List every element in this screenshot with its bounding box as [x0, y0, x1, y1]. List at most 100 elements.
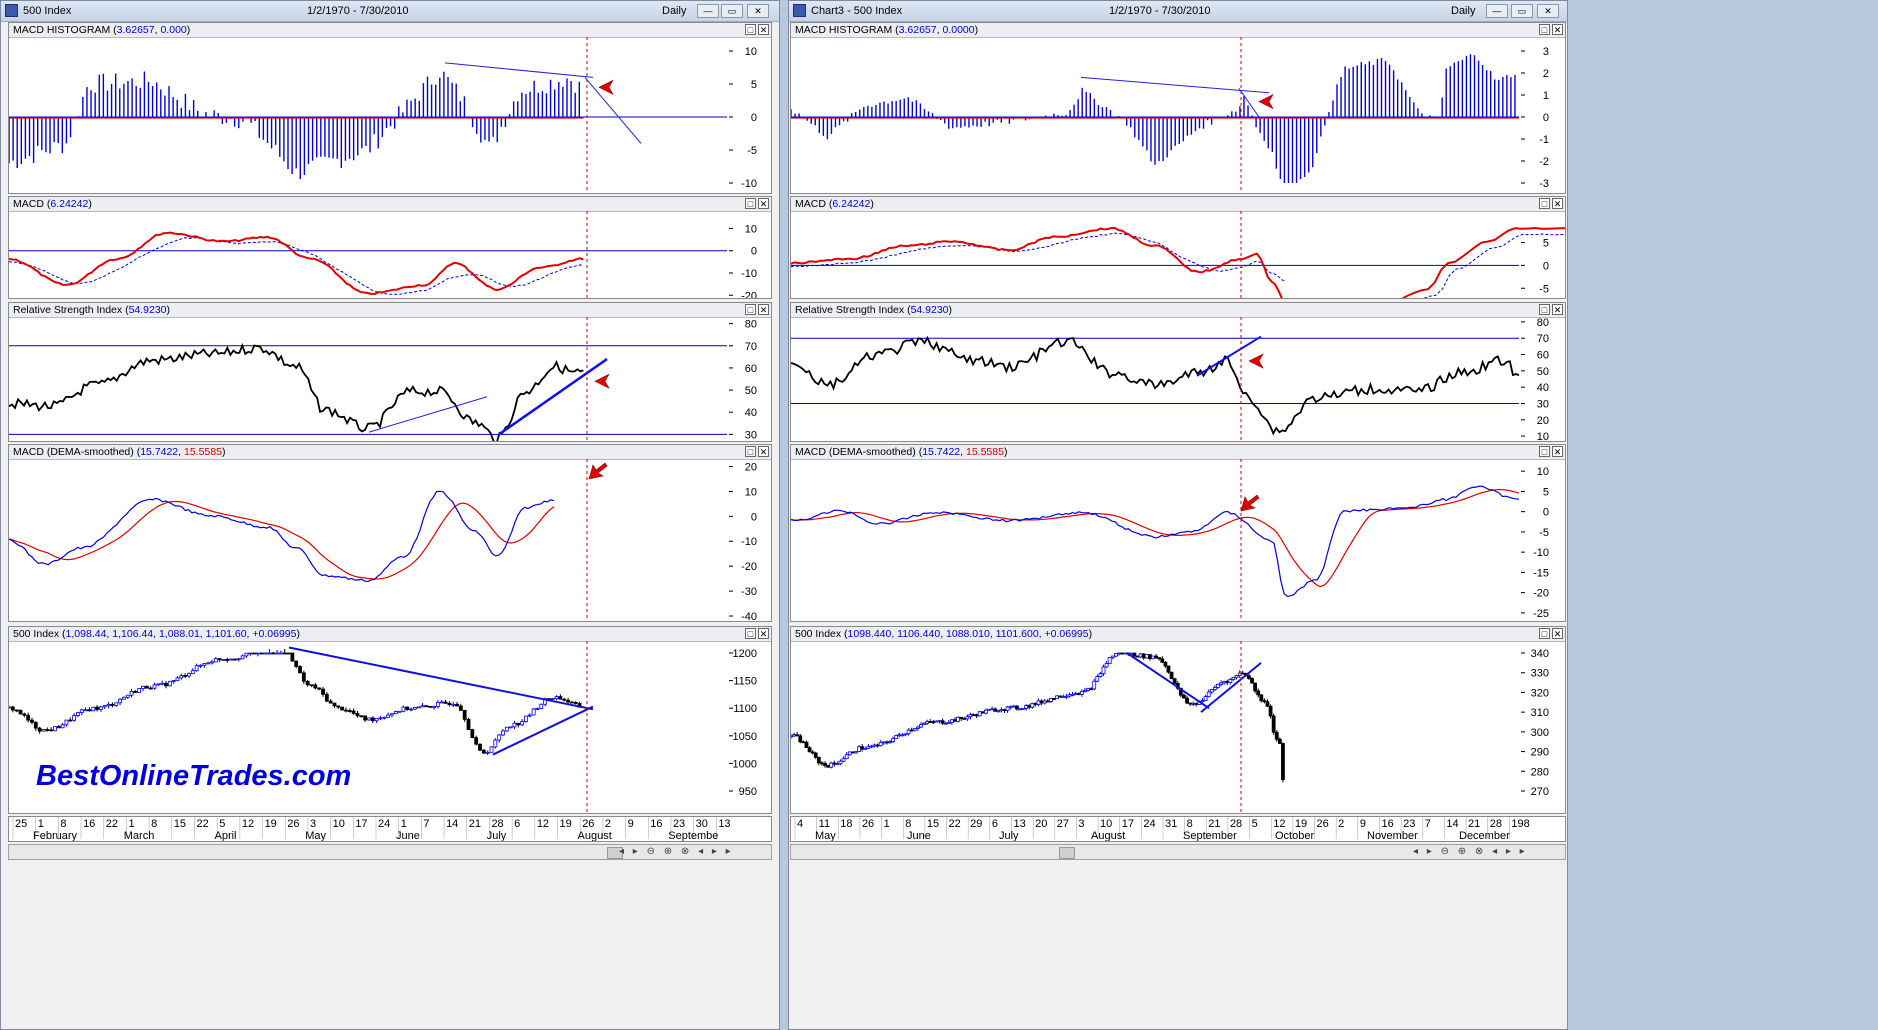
left-titlebar[interactable]: 500 Index 1/2/1970 - 7/30/2010 Daily — ▭… [1, 1, 779, 22]
candle [919, 724, 923, 728]
pane-close-button[interactable]: ✕ [758, 304, 769, 315]
pane-maximize-button[interactable]: □ [1539, 198, 1550, 209]
x-day-label: 12 [537, 818, 549, 830]
minimize-button[interactable]: — [697, 4, 719, 18]
y-tick-label: -5 [747, 145, 757, 157]
y-tick-label: 5 [1543, 486, 1549, 498]
candle [160, 682, 165, 685]
pane-header: 500 Index (1,098.44, 1,106.44, 1,088.01,… [9, 627, 771, 642]
candle [1061, 696, 1066, 698]
candle [413, 707, 417, 710]
candle [317, 687, 322, 690]
x-day-label: 14 [446, 818, 458, 830]
scrollbar-thumb[interactable] [1059, 847, 1075, 859]
macd-dema-pane[interactable]: MACD (DEMA-smoothed) (15.7422, 15.5585) □… [8, 444, 772, 622]
candle [263, 652, 268, 655]
y-tick-label: 1150 [733, 676, 757, 688]
candle [1200, 700, 1205, 702]
candle [1271, 715, 1276, 733]
scroll-zoom-controls[interactable]: ◂ ▸ ⊖ ⊕ ⊗ ◂ ▸ ▸ [1413, 846, 1528, 857]
price-pane[interactable]: 500 Index (1098.440, 1106.440, 1088.010,… [790, 626, 1566, 814]
pane-close-button[interactable]: ✕ [758, 24, 769, 35]
y-tick-label: 60 [1537, 350, 1549, 362]
rsi-pane[interactable]: Relative Strength Index (54.9230) □ ✕ 80 70 6… [790, 302, 1566, 442]
close-button[interactable]: ✕ [747, 4, 769, 18]
pane-header: Relative Strength Index (54.9230) □ ✕ [9, 303, 771, 318]
pane-maximize-button[interactable]: □ [1539, 628, 1550, 639]
macd-histogram-pane[interactable]: MACD HISTOGRAM (3.62657, 0.000) □ ✕ 10 5 0 -5 -… [8, 22, 772, 194]
scrollbar-thumb[interactable] [607, 847, 623, 859]
pane-close-button[interactable]: ✕ [758, 628, 769, 639]
pane-maximize-button[interactable]: □ [745, 198, 756, 209]
candle [462, 710, 467, 720]
y-tick-label: 0 [751, 246, 757, 258]
chart-scrollbar[interactable]: ◂ ▸ ⊖ ⊕ ⊗ ◂ ▸ ▸ [8, 844, 772, 860]
chart-scrollbar[interactable]: ◂ ▸ ⊖ ⊕ ⊗ ◂ ▸ ▸ [790, 844, 1566, 860]
y-tick-label: 0 [1543, 507, 1549, 519]
candle [167, 680, 172, 687]
candle [847, 751, 852, 756]
candle [229, 658, 234, 661]
pane-maximize-button[interactable]: □ [745, 628, 756, 639]
candle [1231, 677, 1236, 680]
candle [573, 701, 578, 704]
candle [152, 684, 157, 689]
indicator-chart: 20 10 0 -10 -20 -30 -40 [9, 459, 757, 621]
pane-close-button[interactable]: ✕ [1552, 24, 1563, 35]
candle [931, 721, 936, 724]
pane-close-button[interactable]: ✕ [1552, 304, 1563, 315]
x-day-label: 14 [1446, 818, 1458, 830]
candle [363, 715, 368, 721]
close-button[interactable]: ✕ [1537, 4, 1559, 18]
pane-close-button[interactable]: ✕ [758, 198, 769, 209]
candle [390, 713, 394, 716]
candle [832, 762, 837, 765]
candle [1234, 675, 1239, 678]
pane-close-button[interactable]: ✕ [758, 446, 769, 457]
x-day-label: 9 [628, 818, 634, 830]
candle [1024, 705, 1029, 709]
y-tick-label: 80 [745, 319, 757, 331]
candle [497, 734, 502, 741]
x-day-label: 15 [927, 818, 939, 830]
pane-maximize-button[interactable]: □ [1539, 304, 1550, 315]
indicator-label: MACD HISTOGRAM (3.62657, 0.000) [13, 24, 191, 36]
candle [943, 722, 948, 725]
candle [1110, 655, 1115, 658]
trend-line [288, 646, 594, 711]
candle [256, 652, 260, 655]
candle [458, 705, 463, 711]
minimize-button[interactable]: — [1486, 4, 1508, 18]
candle [439, 701, 444, 704]
indicator-value: 1,098.44, 1,106.44, 1,088.01, 1,101.60, … [65, 628, 297, 640]
maximize-button[interactable]: ▭ [1511, 4, 1533, 18]
price-pane[interactable]: 500 Index (1,098.44, 1,106.44, 1,088.01,… [8, 626, 772, 814]
candle [1281, 743, 1285, 781]
maximize-button[interactable]: ▭ [721, 4, 743, 18]
y-tick-label: 70 [1537, 333, 1549, 345]
macd-pane[interactable]: MACD (6.24242) □ ✕ 10 0 -10 -20 [8, 196, 772, 299]
pane-close-button[interactable]: ✕ [1552, 628, 1563, 639]
rsi-pane[interactable]: Relative Strength Index (54.9230) □ ✕ 80 70 6… [8, 302, 772, 442]
pane-maximize-button[interactable]: □ [745, 304, 756, 315]
pane-close-button[interactable]: ✕ [1552, 198, 1563, 209]
candle [1021, 707, 1025, 710]
macd-dema-pane[interactable]: MACD (DEMA-smoothed) (15.7422, 15.5585) □… [790, 444, 1566, 622]
pane-close-button[interactable]: ✕ [1552, 446, 1563, 457]
candle [1067, 694, 1072, 697]
candle [798, 735, 803, 743]
y-tick-label: 10 [1537, 466, 1549, 478]
pane-header: MACD HISTOGRAM (3.62657, 0.0000) □ ✕ [791, 23, 1565, 38]
scroll-zoom-controls[interactable]: ◂ ▸ ⊖ ⊕ ⊗ ◂ ▸ ▸ [619, 846, 734, 857]
indicator-label: MACD (6.24242) [795, 198, 874, 210]
macd-histogram-pane[interactable]: MACD HISTOGRAM (3.62657, 0.0000) □ ✕ 3 2 1 0 -1… [790, 22, 1566, 194]
pane-maximize-button[interactable]: □ [1539, 446, 1550, 457]
pane-maximize-button[interactable]: □ [1539, 24, 1550, 35]
candle [539, 703, 544, 709]
pane-maximize-button[interactable]: □ [745, 446, 756, 457]
pane-maximize-button[interactable]: □ [745, 24, 756, 35]
right-titlebar[interactable]: Chart3 - 500 Index 1/2/1970 - 7/30/2010 … [789, 1, 1567, 22]
candle [1036, 700, 1041, 705]
candle [248, 652, 253, 655]
macd-pane[interactable]: MACD (6.24242) □ ✕ 5 0 -5 [790, 196, 1566, 299]
